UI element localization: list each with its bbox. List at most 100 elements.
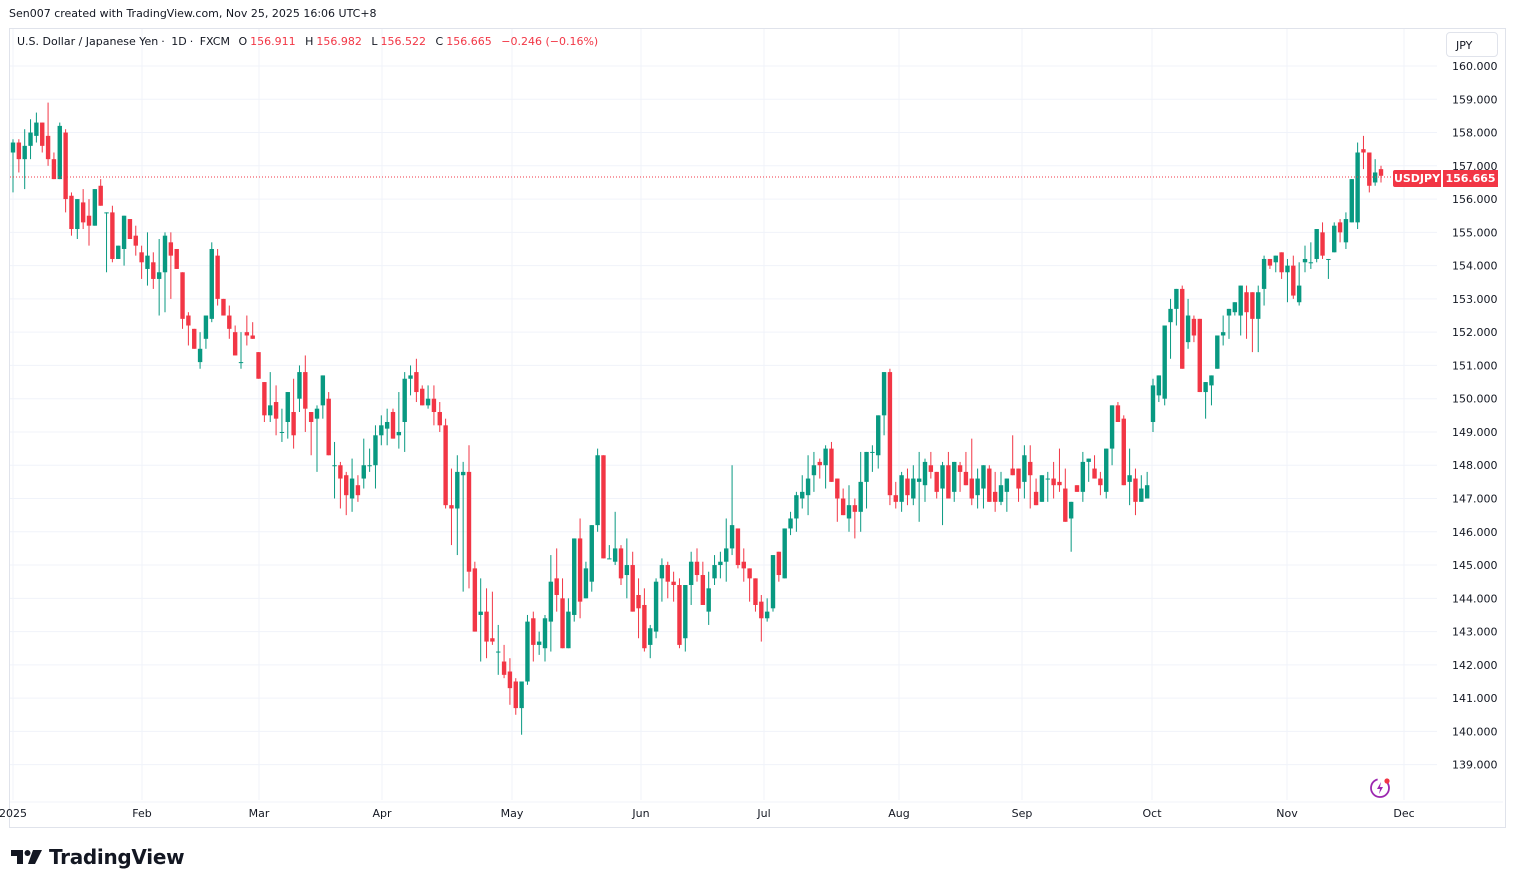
candle xyxy=(16,142,22,160)
candle xyxy=(238,362,244,364)
candle xyxy=(1203,382,1208,393)
candle xyxy=(1004,478,1010,492)
y-axis-label: 153.000 xyxy=(1452,293,1498,306)
candle xyxy=(1320,232,1325,256)
candle xyxy=(712,565,717,579)
candle xyxy=(911,478,916,499)
candle xyxy=(443,425,448,506)
y-axis-label: 143.000 xyxy=(1452,626,1498,639)
y-axis-label: 147.000 xyxy=(1452,493,1498,506)
candle xyxy=(250,335,255,339)
candle xyxy=(1051,478,1056,486)
candle xyxy=(560,598,565,649)
candle xyxy=(1063,488,1068,522)
candle xyxy=(396,431,402,436)
candle xyxy=(548,581,554,622)
candle xyxy=(683,585,688,639)
candle xyxy=(963,471,969,486)
y-axis-label: 155.000 xyxy=(1452,226,1498,239)
candle xyxy=(1302,258,1308,263)
candle xyxy=(402,378,407,422)
candle xyxy=(291,412,296,436)
candle xyxy=(1197,318,1202,393)
symbol-name[interactable]: U.S. Dollar / Japanese Yen xyxy=(17,35,159,48)
candle xyxy=(583,568,589,599)
currency-button[interactable]: JPY xyxy=(1446,32,1498,57)
x-axis-label: Nov xyxy=(1276,807,1298,820)
candle xyxy=(589,525,594,582)
candle xyxy=(1185,315,1191,343)
candle xyxy=(864,451,869,482)
close-value: 156.665 xyxy=(446,35,492,48)
candle xyxy=(1109,405,1115,449)
candle xyxy=(694,561,700,576)
candle xyxy=(1226,308,1232,316)
open-value: 156.911 xyxy=(250,35,296,48)
candle xyxy=(466,471,472,572)
candle xyxy=(525,621,530,682)
chart-frame xyxy=(9,28,1506,828)
candle xyxy=(203,315,209,339)
candle xyxy=(1156,375,1162,396)
candle xyxy=(642,604,647,649)
candle xyxy=(531,618,536,645)
candle xyxy=(221,298,226,316)
candle xyxy=(1215,335,1220,369)
candle xyxy=(227,315,232,329)
candle xyxy=(747,568,752,579)
candle xyxy=(373,435,378,466)
candle xyxy=(1092,468,1097,479)
candle xyxy=(893,495,898,502)
candle xyxy=(805,478,811,496)
candle xyxy=(104,212,109,214)
candle xyxy=(1180,288,1185,369)
candle xyxy=(501,661,507,675)
candle xyxy=(326,398,331,456)
candle xyxy=(940,465,945,489)
candle xyxy=(998,485,1004,502)
candle xyxy=(1080,461,1086,492)
candle xyxy=(946,465,951,499)
candle xyxy=(922,461,928,486)
candle xyxy=(384,421,390,429)
candle xyxy=(1074,485,1080,492)
candle xyxy=(1273,255,1278,263)
candle xyxy=(367,465,372,467)
candle xyxy=(116,245,121,259)
candle xyxy=(1016,468,1021,489)
candle xyxy=(572,538,577,615)
candle xyxy=(460,471,466,476)
candle xyxy=(519,681,524,709)
candle xyxy=(612,548,618,562)
candle xyxy=(186,315,191,326)
candle xyxy=(232,332,238,356)
candle xyxy=(1367,152,1372,186)
candle xyxy=(10,142,16,153)
candle xyxy=(209,248,214,319)
candle xyxy=(110,212,115,259)
candle xyxy=(665,565,670,582)
candle xyxy=(484,611,489,642)
x-axis-label: Mar xyxy=(249,807,270,820)
candle xyxy=(437,412,442,426)
candle xyxy=(1104,448,1109,492)
y-axis-label: 158.000 xyxy=(1452,127,1498,140)
candle xyxy=(63,132,68,200)
candle xyxy=(630,565,635,612)
candle xyxy=(192,328,197,349)
candle xyxy=(507,671,513,689)
candle xyxy=(197,348,203,363)
tradingview-logo[interactable]: TradingView xyxy=(11,845,185,869)
candle xyxy=(934,471,939,492)
candle xyxy=(554,578,559,595)
candle xyxy=(858,481,863,512)
candle xyxy=(957,465,963,472)
y-axis-label: 159.000 xyxy=(1452,93,1498,106)
candle xyxy=(659,565,665,579)
candle xyxy=(1296,285,1302,303)
candle xyxy=(338,465,343,479)
interval[interactable]: 1D xyxy=(171,35,187,48)
candle xyxy=(1010,468,1015,476)
lightning-icon[interactable] xyxy=(1369,776,1393,804)
